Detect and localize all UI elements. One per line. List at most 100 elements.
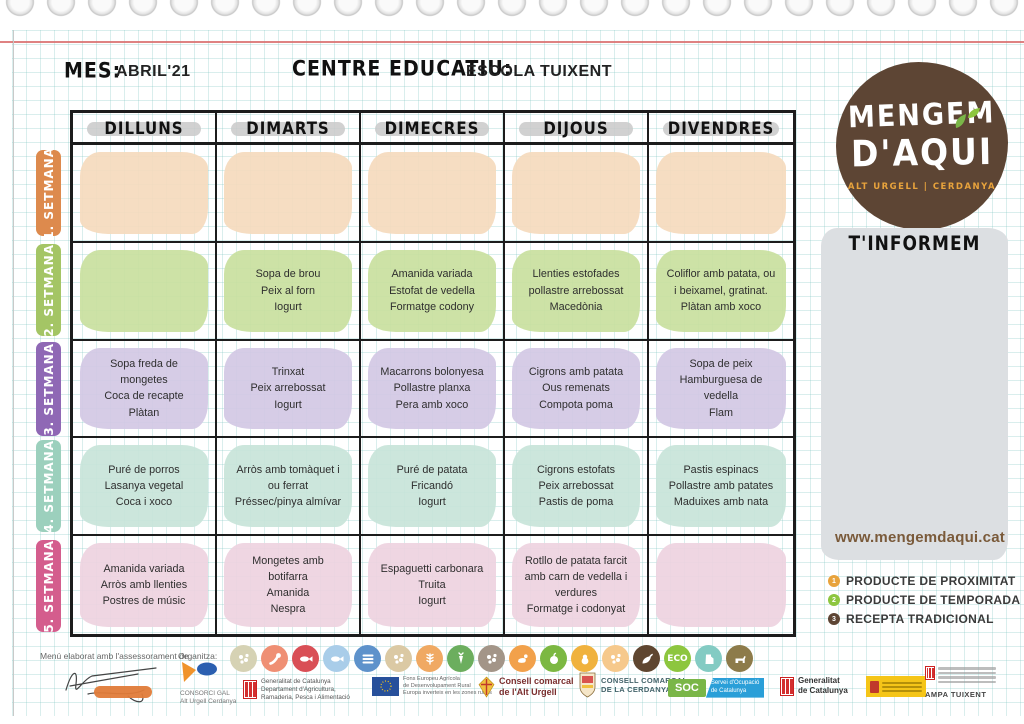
menu-blob: [368, 347, 496, 430]
menu-blob: [224, 152, 352, 234]
sardines-icon: [354, 645, 381, 672]
logo-title-line2: D'AQUI: [850, 129, 994, 176]
menu-blob: [80, 249, 208, 332]
menu-cell-w1-dimecres: [361, 145, 505, 243]
left-rule-line: [13, 30, 14, 716]
menu-blob: [512, 445, 640, 528]
menu-cell-w1-divendres: [649, 145, 793, 243]
spain-emblem-icon: [866, 676, 926, 697]
week-1-ribbon: 1. SETMANA: [36, 147, 61, 239]
menu-blob: [656, 152, 786, 234]
week-2-label: 2. SETMANA: [41, 243, 56, 337]
menu-blob: [512, 249, 640, 332]
menu-cell-w5-dimarts: Mongetes amb botifarra Amanida Nespra: [217, 536, 361, 634]
menu-blob: [512, 543, 640, 627]
day-header-highlight: [519, 122, 633, 136]
consorci-gal-logo: CONSORCI GAL Alt Urgell Cerdanya: [180, 660, 252, 707]
pasta-icon: [385, 645, 412, 672]
menu-cell-w3-dijous: Cigrons amb patata Ous remenats Compota …: [505, 340, 649, 439]
menu-blob: [80, 152, 208, 234]
fruit-icon: [602, 645, 629, 672]
menu-blob: [224, 249, 352, 332]
menu-blob: [368, 445, 496, 528]
ampa-small-print: [938, 667, 996, 683]
menu-blob: [80, 543, 208, 627]
traditional-badge-icon: 3: [828, 613, 840, 625]
week-3-label: 3. SETMANA: [41, 342, 56, 436]
legend-item-tradicional: 3 RECEPTA TRADICIONAL: [828, 612, 1020, 626]
menu-blob: [368, 152, 496, 234]
mengem-daqui-logo: MENGEM D'AQUI ALT URGELL | CERDANYA: [836, 62, 1008, 230]
week-2-ribbon: 2. SETMANA: [36, 244, 61, 336]
logo-region-text: ALT URGELL | CERDANYA: [847, 182, 997, 192]
signature-stamp: [94, 686, 152, 698]
legend-item-proximitat: 1 PRODUCTE DE PROXIMITAT: [828, 574, 1020, 588]
vegetables-icon: [447, 645, 474, 672]
soc-text: Servei d'Ocupació de Catalunya: [705, 678, 765, 698]
eu-rural-fund-logo: Fons Europeu Agrícola de Desenvolupament…: [372, 676, 492, 697]
month-label: MES:: [64, 58, 122, 84]
menu-cell-w1-dilluns: [73, 145, 217, 243]
menu-table: DILLUNS DIMARTS DIMECRES DIJOUS DIVENDRE…: [70, 110, 796, 637]
week-1-label: 1. SETMANA: [41, 146, 56, 240]
menu-cell-w4-dimecres: Puré de patata Fricandó Iogurt: [361, 438, 505, 537]
menu-cell-w4-dijous: Cigrons estofats Peix arrebossat Pastis …: [505, 438, 649, 537]
wheat-icon: [416, 645, 443, 672]
day-header-highlight: [663, 122, 779, 136]
day-header-dimecres: DIMECRES: [361, 113, 505, 145]
menu-cell-w5-dilluns: Amanida variada Arròs amb llenties Postr…: [73, 536, 217, 634]
consell-alt-urgell-logo: Consell comarcal de l'Alt Urgell: [478, 676, 574, 699]
menu-cell-w2-divendres: Coliflor amb patata, ou i beixamel, grat…: [649, 243, 793, 341]
food-icons-row: ECO: [230, 645, 753, 672]
chicken-leg-icon: [261, 645, 288, 672]
leafy-greens-icon: [633, 645, 660, 672]
menu-cell-w5-divendres: [649, 536, 793, 634]
school-value: ESCOLA TUIXENT: [466, 63, 612, 80]
info-box: T'INFORMEM www.mengemdaqui.cat: [821, 228, 1008, 560]
day-header-dimarts: DIMARTS: [217, 113, 361, 145]
menu-cell-w1-dimarts: [217, 145, 361, 243]
alt-urgell-shield-icon: [478, 676, 495, 698]
pear-icon: [571, 645, 598, 672]
week-4-ribbon: 4. SETMANA: [36, 440, 61, 532]
senyera-icon: [925, 666, 935, 680]
day-header-divendres: DIVENDRES: [649, 113, 793, 145]
consell-cerdanya-logo: CONSELL COMARCAL DE LA CERDANYA: [578, 672, 687, 698]
menu-blob: [224, 347, 352, 430]
senyera-icon: [243, 680, 257, 700]
menu-cell-w2-dilluns: [73, 242, 217, 341]
legend: 1 PRODUCTE DE PROXIMITAT 2 PRODUCTE DE T…: [828, 574, 1020, 626]
week-3-ribbon: 3. SETMANA: [36, 342, 61, 436]
menu-cell-w2-dijous: Llenties estofades pollastre arrebossat …: [505, 242, 649, 341]
fish-icon: [323, 645, 350, 672]
seasonal-badge-icon: 2: [828, 594, 840, 606]
day-header-dilluns: DILLUNS: [73, 113, 217, 145]
red-margin-line: [0, 41, 1024, 43]
advisory-label: Menú elaborat amb l'assessorament de: [40, 651, 189, 661]
organizer-label: Organitza:: [178, 651, 218, 661]
generalitat-agricultura-logo: Generalitat de Catalunya Departament d'A…: [243, 678, 350, 702]
ampa-name: AMPA TUIXENT: [925, 690, 987, 699]
menu-cell-w5-dijous: Rotllo de patata farcit amb carn de vede…: [505, 536, 649, 634]
menu-cell-w4-divendres: Pastis espinacs Pollastre amb patates Ma…: [649, 438, 793, 537]
menu-blob: [512, 347, 640, 430]
menu-blob: [656, 347, 786, 430]
menu-cell-w5-dimecres: Espaguetti carbonara Truita Iogurt: [361, 536, 505, 634]
proximity-badge-icon: 1: [828, 575, 840, 587]
menu-blob: [656, 249, 786, 332]
apple-icon: [540, 645, 567, 672]
poultry-icon: [509, 645, 536, 672]
menu-cell-w2-dimarts: Sopa de brou Peix al forn Iogurt: [217, 242, 361, 341]
menu-blob: [80, 347, 208, 430]
menu-cell-w3-dimarts: Trinxat Peix arrebossat Iogurt: [217, 340, 361, 439]
leaf-icon: [955, 108, 980, 128]
menu-cell-w3-divendres: Sopa de peix Hamburguesa de vedella Flam: [649, 341, 793, 439]
menu-blob: [80, 445, 208, 528]
website-link[interactable]: www.mengemdaqui.cat: [835, 529, 1005, 546]
menu-cell-w2-dimecres: Amanida variada Estofat de vedella Forma…: [361, 242, 505, 341]
consorci-gal-icon: [182, 662, 217, 682]
eu-flag-icon: [372, 676, 399, 696]
day-header-highlight: [375, 122, 489, 136]
legumes-icon: [478, 645, 505, 672]
